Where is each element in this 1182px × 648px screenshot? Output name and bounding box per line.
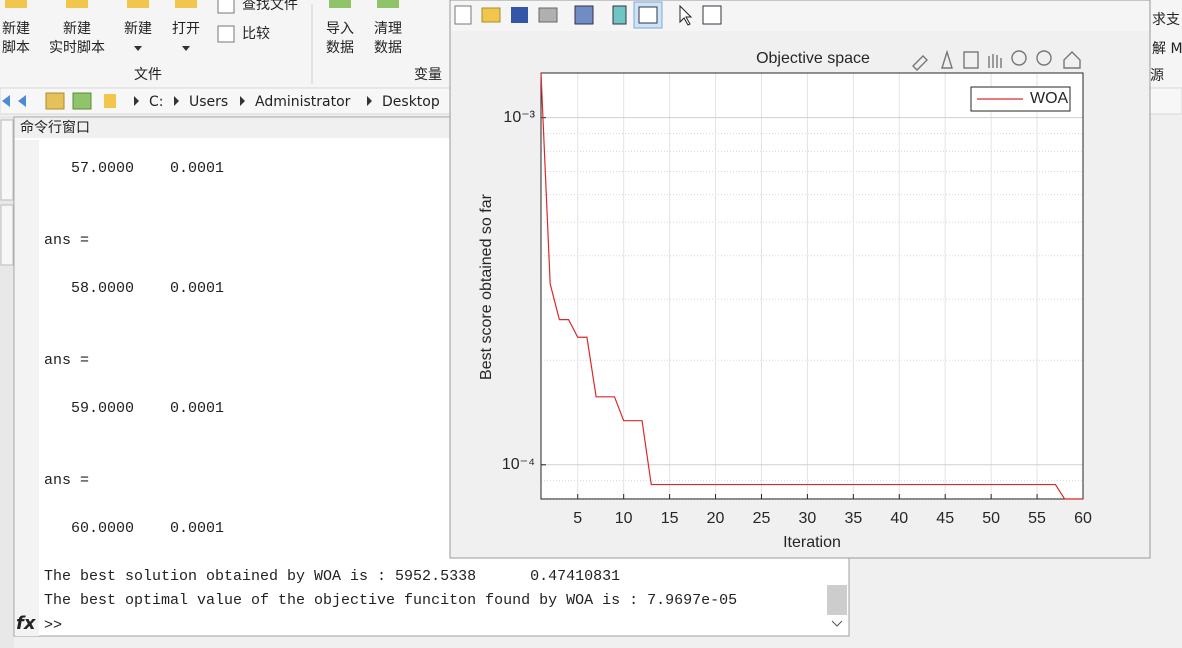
dropdown-arrow [182,46,190,51]
output-line: 58.0000 0.0001 [44,280,224,297]
command-gutter [15,140,39,636]
output-line: 60.0000 0.0001 [44,520,224,537]
fx-icon: fx [16,613,37,634]
section-label: 文件 [134,67,162,83]
ribbon-button-label[interactable]: 新建 [2,21,30,37]
legend-label: WOA [1030,90,1069,107]
ribbon-button-label[interactable]: 导入 [326,21,354,37]
pointer-icon[interactable] [679,4,693,26]
new-icon[interactable] [454,5,472,25]
data-line [540,72,1083,500]
path-separator [240,96,245,106]
zoom-in-icon[interactable] [1011,50,1027,66]
ribbon-button-label[interactable]: 数据 [374,40,402,56]
output-line: ans = [44,352,89,369]
dropdown-arrow [134,46,142,51]
colorbar-icon[interactable] [612,5,627,25]
y-axis-label: Best score obtained so far [478,193,495,380]
ribbon-button-icon[interactable] [66,0,88,8]
x-axis-label: Iteration [783,534,841,551]
output-line: ans = [44,232,89,249]
ribbon-fragment: 求支 [1152,12,1180,28]
prompt[interactable]: >> [44,617,62,634]
path-separator [134,96,139,106]
x-tick-label: 30 [799,510,817,527]
x-tick-label: 25 [753,510,771,527]
ribbon-button-icon[interactable] [329,0,351,8]
zoom-out-icon[interactable] [1036,50,1052,66]
chart-title: Objective space [756,50,870,67]
scrollbar-thumb[interactable] [827,585,847,615]
ribbon-button-label[interactable]: 新建 [124,21,152,37]
save-icon[interactable] [511,7,528,23]
output-line: The best solution obtained by WOA is : 5… [44,568,620,585]
axes-box [540,72,1084,500]
ribbon-button-label[interactable]: 脚本 [2,40,30,56]
nav-arrows[interactable] [2,95,26,107]
small-button-label[interactable]: 查找文件 [242,0,298,13]
link-icon[interactable] [574,5,594,25]
output-line: The best optimal value of the objective … [44,592,737,609]
figure-toolbar [451,1,1149,31]
path-segment[interactable]: C: [149,94,164,110]
ribbon-button-icon[interactable] [377,0,399,8]
folder-up-icon[interactable] [45,92,65,110]
x-tick-label: 5 [573,510,582,527]
browse-icon[interactable] [72,92,92,110]
path-segment[interactable]: Users [189,94,228,110]
ribbon-button-icon[interactable] [175,0,197,8]
open-icon[interactable] [481,7,501,23]
x-tick-label: 50 [982,510,1000,527]
path-segment[interactable]: Desktop [382,94,440,110]
x-tick-label: 20 [707,510,725,527]
print-icon[interactable] [538,7,558,23]
y-tick-label: 10⁻⁴ [502,456,535,473]
output-line: 57.0000 0.0001 [44,160,224,177]
ribbon-button-label[interactable]: 清理 [374,21,402,37]
export-icon[interactable] [963,51,979,69]
path-separator [367,96,372,106]
small-button-label[interactable]: 比较 [242,26,270,42]
y-tick-label: 10⁻³ [503,109,535,126]
path-separator [174,96,179,106]
ribbon-button-label[interactable]: 实时脚本 [49,40,105,56]
output-line: 59.0000 0.0001 [44,400,224,417]
data-tip-icon[interactable] [941,49,953,69]
folder-icon [104,94,116,108]
brush-icon[interactable] [912,55,928,71]
output-line: ans = [44,472,89,489]
axes [541,73,1083,499]
path-segment[interactable]: Administrator [255,94,351,110]
small-button-icon [217,25,235,43]
x-tick-label: 55 [1028,510,1046,527]
ribbon-button-label[interactable]: 打开 [172,20,200,37]
small-button-icon [217,0,235,14]
ribbon-button-icon[interactable] [5,0,27,8]
home-icon[interactable] [1063,51,1081,69]
ribbon-button-label[interactable]: 新建 [63,21,91,37]
panel-title: 命令行窗口 [20,119,90,136]
pan-icon[interactable] [988,54,1002,68]
panel-icon[interactable] [702,5,722,25]
x-tick-label: 10 [615,510,633,527]
legend-icon [638,6,658,24]
ribbon-button-icon[interactable] [127,0,149,8]
x-tick-label: 35 [844,510,862,527]
section-label: 变量 [414,67,442,83]
axes-toolbar [912,49,1081,71]
x-tick-label: 45 [936,510,954,527]
scroll-down[interactable] [831,620,843,627]
ribbon-fragment: 源 [1150,68,1164,84]
ribbon-fragment: 解 M [1152,41,1182,57]
dock-tab[interactable] [0,119,14,201]
x-tick-label: 40 [890,510,908,527]
dock-tab[interactable] [0,204,14,266]
x-tick-label: 60 [1074,510,1092,527]
x-tick-label: 15 [661,510,679,527]
ribbon-button-label[interactable]: 数据 [326,40,354,56]
